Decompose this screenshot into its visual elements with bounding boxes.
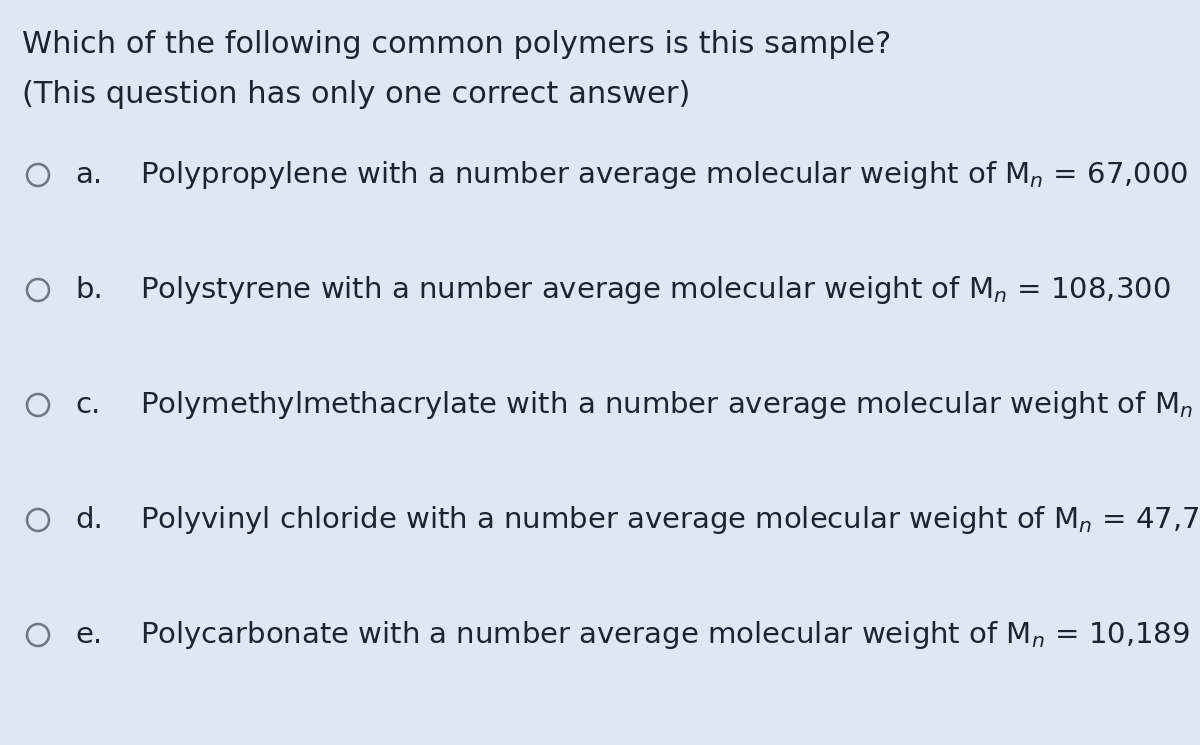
Text: Which of the following common polymers is this sample?: Which of the following common polymers i… bbox=[22, 30, 892, 59]
Text: e.: e. bbox=[74, 621, 102, 649]
Text: Polystyrene with a number average molecular weight of M$_n$ = 108,300: Polystyrene with a number average molecu… bbox=[140, 274, 1171, 306]
Text: (This question has only one correct answer): (This question has only one correct answ… bbox=[22, 80, 690, 109]
Text: Polyvinyl chloride with a number average molecular weight of M$_n$ = 47,720: Polyvinyl chloride with a number average… bbox=[140, 504, 1200, 536]
Text: a.: a. bbox=[74, 161, 102, 189]
Text: Polypropylene with a number average molecular weight of M$_n$ = 67,000: Polypropylene with a number average mole… bbox=[140, 159, 1188, 191]
Text: Polymethylmethacrylate with a number average molecular weight of M$_n$ = 57,323: Polymethylmethacrylate with a number ave… bbox=[140, 389, 1200, 421]
Text: b.: b. bbox=[74, 276, 103, 304]
Text: c.: c. bbox=[74, 391, 101, 419]
Text: d.: d. bbox=[74, 506, 103, 534]
Text: Polycarbonate with a number average molecular weight of M$_n$ = 10,189: Polycarbonate with a number average mole… bbox=[140, 619, 1190, 651]
